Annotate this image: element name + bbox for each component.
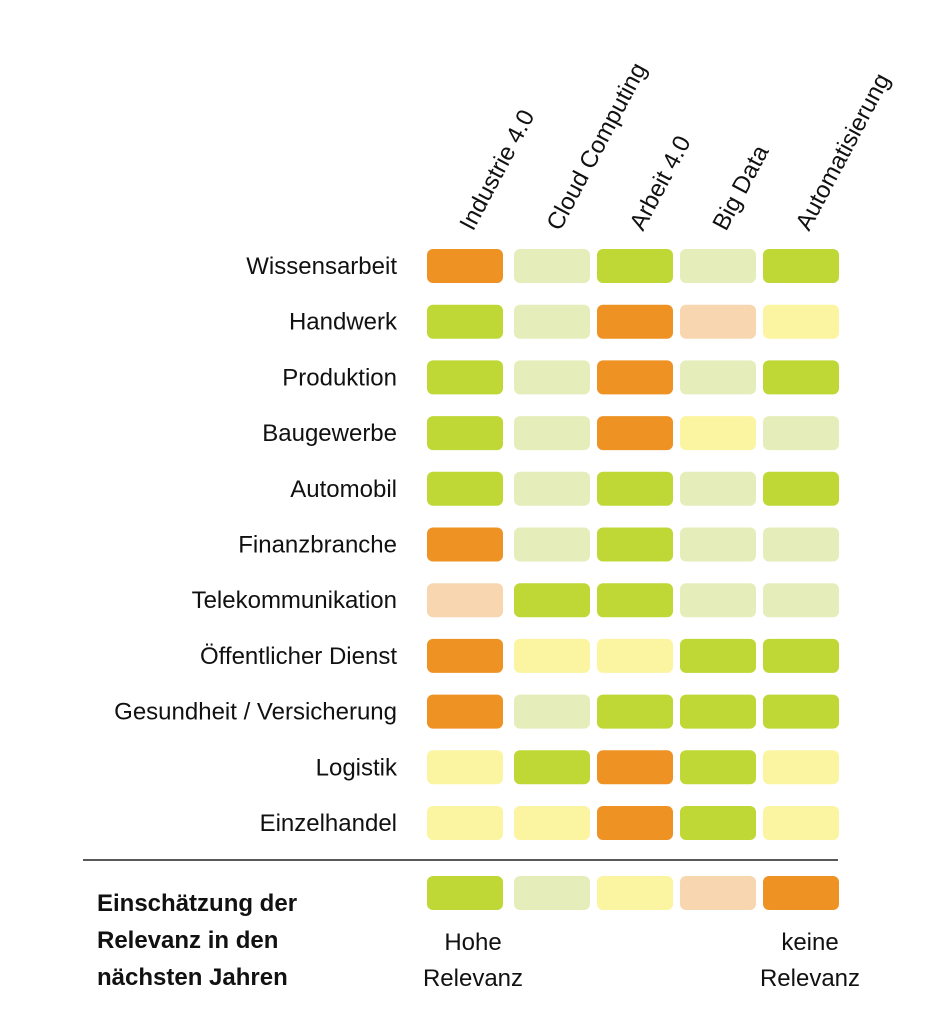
heatmap-cell	[427, 249, 503, 283]
heatmap-cell	[680, 694, 756, 729]
heatmap-cell	[763, 638, 839, 673]
heatmap-cell	[597, 638, 673, 673]
legend-swatch	[514, 876, 590, 910]
legend-swatch	[427, 876, 503, 910]
legend-title: Relevanz in den	[97, 927, 278, 954]
row-label: Gesundheit / Versicherung	[114, 699, 397, 726]
heatmap-cell	[680, 304, 756, 339]
column-label: Big Data	[707, 140, 774, 235]
heatmap-cell	[514, 304, 590, 339]
heatmap-cell	[514, 806, 590, 840]
heatmap-cell	[514, 416, 590, 451]
row-label: Baugewerbe	[262, 420, 397, 447]
heatmap-cell	[763, 360, 839, 395]
row-label: Handwerk	[289, 309, 398, 336]
heatmap-cell	[427, 638, 503, 673]
heatmap-cell	[680, 750, 756, 785]
heatmap-cell	[680, 360, 756, 395]
heatmap-cell	[763, 249, 839, 283]
heatmap-cell	[427, 304, 503, 339]
row-label: Finanzbranche	[238, 532, 397, 559]
heatmap-cell	[427, 750, 503, 785]
heatmap-cell	[597, 249, 673, 283]
heatmap-cell	[514, 471, 590, 506]
heatmap-cell	[427, 360, 503, 395]
heatmap-cell	[427, 806, 503, 840]
heatmap-cell	[597, 416, 673, 451]
heatmap-cell	[427, 416, 503, 451]
legend-high-label: Relevanz	[423, 965, 523, 992]
legend-title: nächsten Jahren	[97, 964, 288, 991]
heatmap-cell	[597, 806, 673, 840]
heatmap-cell	[763, 471, 839, 506]
legend-high-label: Hohe	[444, 929, 501, 956]
heatmap-cell	[597, 471, 673, 506]
heatmap-cell	[680, 638, 756, 673]
heatmap-cell	[514, 360, 590, 395]
row-label: Wissensarbeit	[246, 253, 397, 280]
heatmap-cell	[427, 527, 503, 562]
heatmap-cell	[514, 249, 590, 283]
heatmap-cell	[680, 527, 756, 562]
heatmap-cell	[763, 416, 839, 451]
column-label: Automatisierung	[790, 69, 895, 235]
legend-swatch	[680, 876, 756, 910]
row-label: Automobil	[290, 476, 397, 503]
heatmap-cell	[597, 750, 673, 785]
heatmap-cell	[763, 583, 839, 618]
heatmap-cell	[597, 583, 673, 618]
heatmap-cell	[514, 750, 590, 785]
row-label: Öffentlicher Dienst	[200, 643, 397, 670]
heatmap-cell	[680, 471, 756, 506]
heatmap-cell	[763, 750, 839, 785]
legend-title: Einschätzung der	[97, 890, 297, 917]
column-label: Industrie 4.0	[454, 106, 540, 235]
heatmap-cell	[514, 694, 590, 729]
heatmap-cell	[514, 638, 590, 673]
legend-low-label: keine	[781, 929, 838, 956]
heatmap-cell	[514, 583, 590, 618]
heatmap-cell	[680, 416, 756, 451]
row-label: Einzelhandel	[260, 810, 397, 837]
heatmap-cell	[763, 694, 839, 729]
heatmap-cell	[680, 583, 756, 618]
heatmap-cell	[427, 583, 503, 618]
legend-swatch	[763, 876, 839, 910]
row-label: Telekommunikation	[192, 587, 397, 614]
legend-low-label: Relevanz	[760, 965, 860, 992]
row-label: Produktion	[282, 364, 397, 391]
heatmap-cell	[597, 360, 673, 395]
column-label: Arbeit 4.0	[624, 131, 696, 234]
heatmap-cell	[427, 471, 503, 506]
heatmap-cell	[427, 694, 503, 729]
heatmap-cell	[763, 806, 839, 840]
heatmap-cell	[763, 527, 839, 562]
heatmap-cell	[680, 249, 756, 283]
heatmap-cell	[514, 527, 590, 562]
heatmap-cell	[763, 304, 839, 339]
heatmap-cell	[680, 806, 756, 840]
heatmap-cell	[597, 527, 673, 562]
row-label: Logistik	[316, 754, 398, 781]
heatmap-cell	[597, 304, 673, 339]
heatmap-cell	[597, 694, 673, 729]
legend-swatch	[597, 876, 673, 910]
